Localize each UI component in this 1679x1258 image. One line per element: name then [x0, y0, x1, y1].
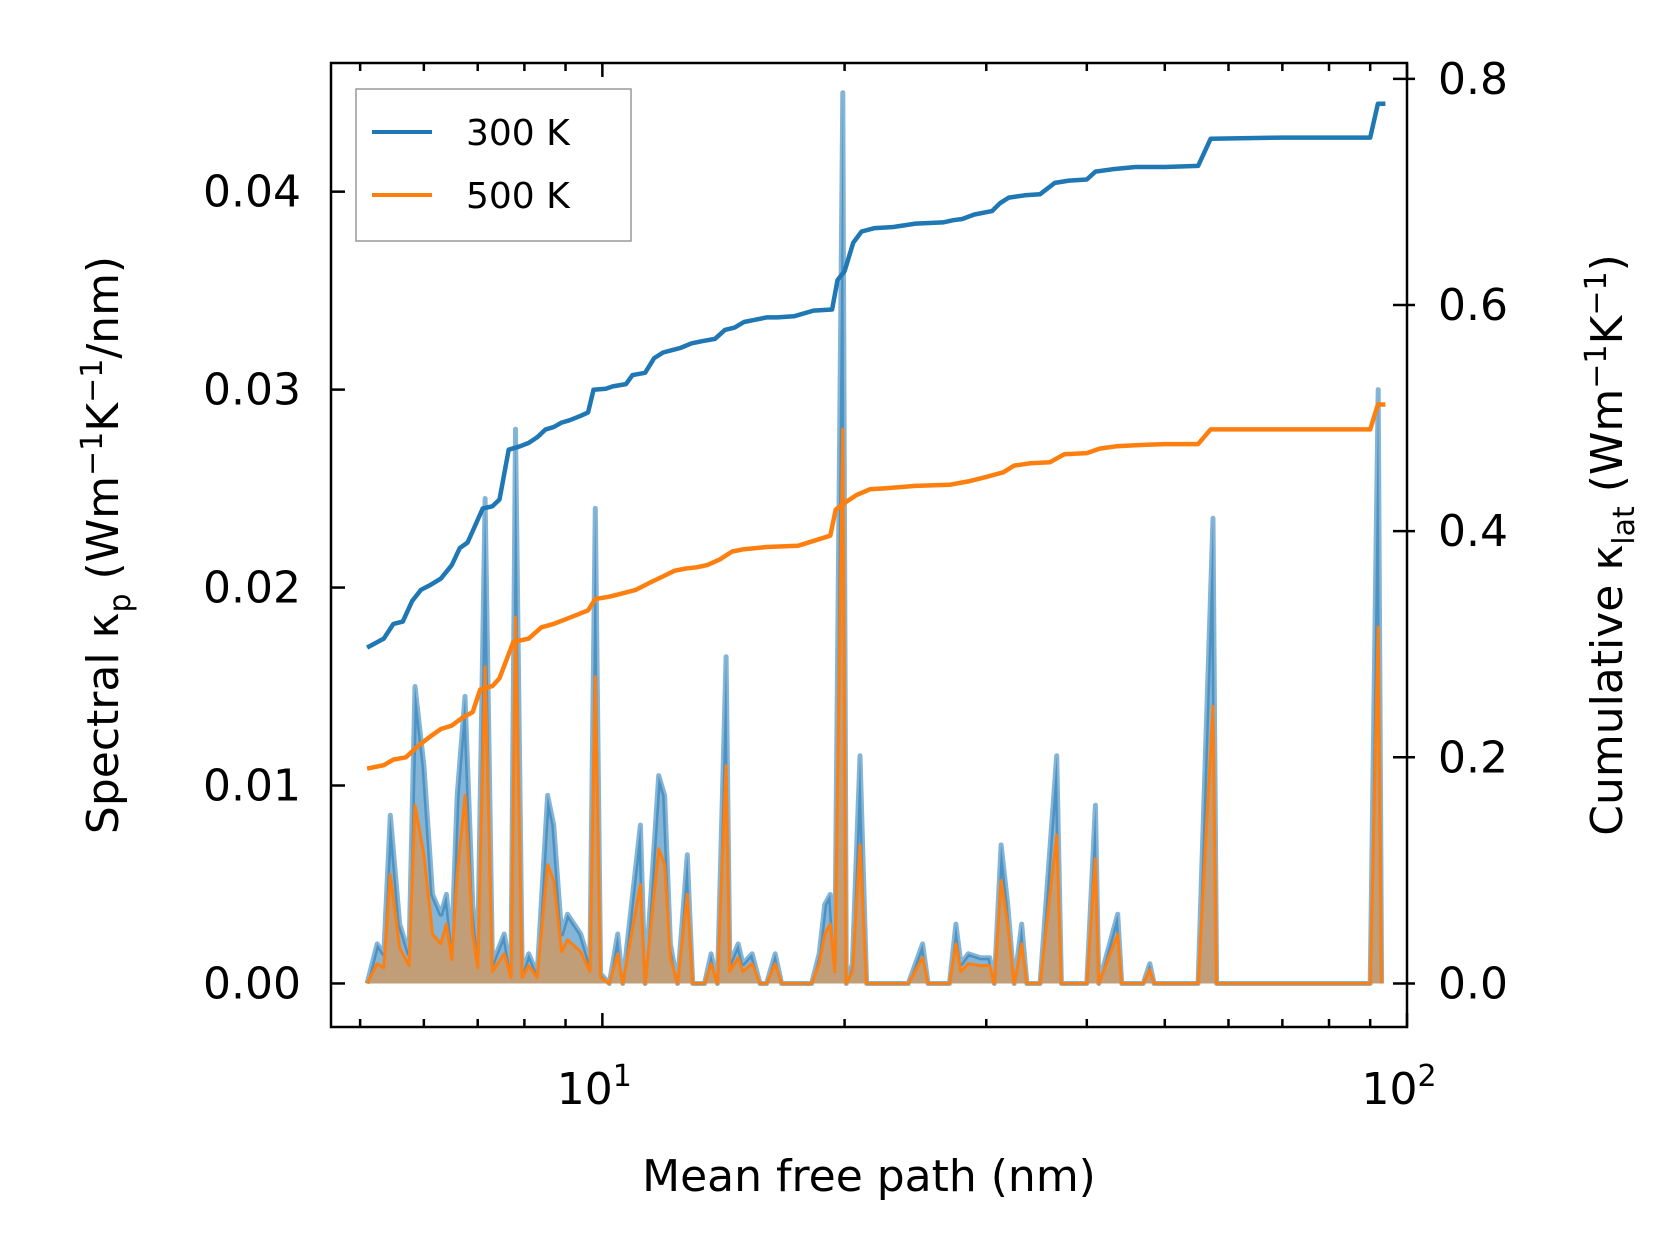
legend-label-300k: 300 K	[466, 113, 571, 154]
x-tick-label: 101	[557, 1059, 632, 1115]
y-left-tick-label: 0.01	[203, 761, 301, 812]
axis-ticks: 0.00 0.01 0.02 0.03 0.04 0.0 0.2 0.4 0.6 0.8 101 10…	[203, 54, 1508, 1115]
spectral-500k-line	[365, 427, 1384, 985]
y-left-tick-label: 0.00	[203, 958, 301, 1009]
cumulative-300k-line	[366, 101, 1386, 650]
spectral-500k-area	[367, 429, 1382, 984]
y-left-tick-label: 0.03	[203, 365, 301, 416]
legend: 300 K 500 K	[355, 88, 632, 242]
y-right-tick-label: 0.2	[1438, 732, 1508, 783]
y-left-tick-label: 0.02	[203, 563, 301, 614]
y-right-tick-label: 0.8	[1438, 54, 1508, 105]
legend-box	[355, 88, 632, 242]
y-right-axis-title: Cumulative κlat (Wm−1K−1)	[1579, 254, 1642, 836]
y-left-axis-title: Spectral κp (Wm−1K−1/nm)	[75, 256, 138, 834]
plot-area	[364, 90, 1386, 986]
x-axis-title: Mean free path (nm)	[642, 1151, 1096, 1202]
y-right-tick-label: 0.4	[1438, 506, 1508, 557]
y-left-tick-label: 0.04	[203, 167, 301, 218]
legend-label-500k: 500 K	[466, 176, 571, 217]
x-tick-label: 102	[1361, 1059, 1436, 1115]
y-right-tick-label: 0.0	[1438, 958, 1508, 1009]
axes-frame	[329, 61, 1409, 1029]
y-right-tick-label: 0.6	[1438, 280, 1508, 331]
cumulative-500k-line	[366, 402, 1386, 771]
